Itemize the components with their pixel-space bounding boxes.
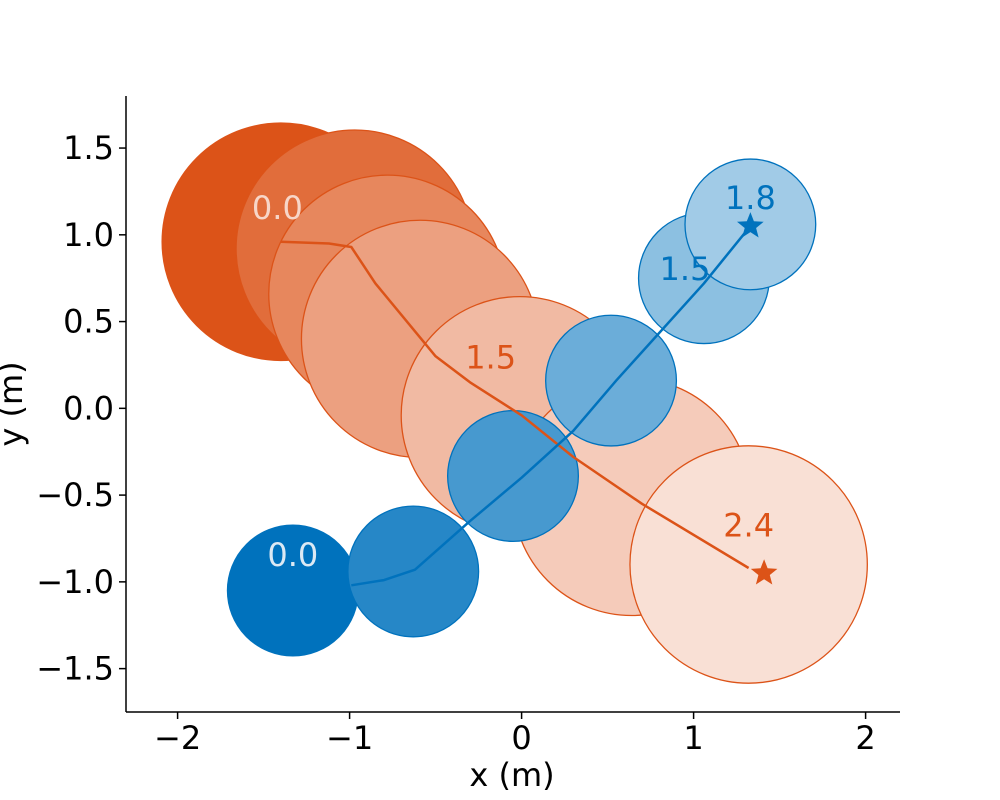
agent-1-time-label-0: 0.0 <box>267 536 318 574</box>
x-tick-label: 1 <box>683 719 703 757</box>
agent-1-trajectory-line <box>351 225 752 587</box>
agent-1-time-label-1: 1.5 <box>660 250 711 288</box>
x-tick-label: −2 <box>154 719 201 757</box>
agent-0-time-label-2: 2.4 <box>723 507 774 545</box>
agent-0-time-label-0: 0.0 <box>252 189 303 227</box>
axes <box>125 96 900 713</box>
x-tick-label: 0 <box>511 719 531 757</box>
x-tick-label: 2 <box>855 719 875 757</box>
x-axis-label: x (m) <box>469 756 554 794</box>
agent-0-goal-star-icon <box>750 559 778 585</box>
x-tick-label: −1 <box>326 719 373 757</box>
y-tick-label: −1.0 <box>36 563 114 601</box>
time-labels: 0.0 1.5 2.4 0.0 1.5 1.8 <box>252 179 776 574</box>
y-axis-label: y (m) <box>0 361 30 446</box>
agent-1-time-label-2: 1.8 <box>725 179 776 217</box>
y-tick-label: 0.5 <box>63 303 114 341</box>
agent-1-circle-3 <box>545 314 678 447</box>
y-tick-label: −0.5 <box>36 476 114 514</box>
y-ticks: −1.5 −1.0 −0.5 0.0 0.5 1.0 1.5 <box>36 129 126 688</box>
y-tick-label: 1.5 <box>63 129 114 167</box>
y-tick-label: 0.0 <box>63 389 114 427</box>
agent-1-goal-star-icon <box>737 212 764 238</box>
x-ticks: −2 −1 0 1 2 <box>154 712 876 757</box>
agent-0-circle-6 <box>629 445 868 684</box>
obstacle-circles <box>161 122 868 684</box>
y-tick-label: 1.0 <box>63 216 114 254</box>
trajectory-paths <box>280 212 778 587</box>
y-tick-label: −1.5 <box>36 650 114 688</box>
agent-0-trajectory-line <box>280 240 750 570</box>
agent-1-circle-2 <box>446 410 580 543</box>
agent-0-time-label-1: 1.5 <box>465 338 516 376</box>
